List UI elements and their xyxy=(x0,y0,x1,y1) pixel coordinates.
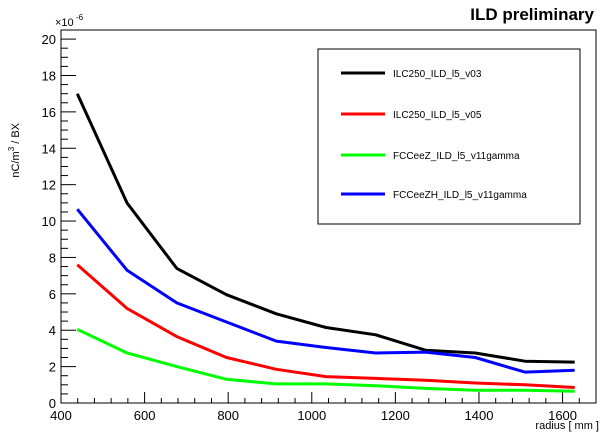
x-tick-label: 1600 xyxy=(548,408,577,423)
series-line-ILC250_ILD_l5_v05 xyxy=(76,263,575,389)
y-tick-label: 20 xyxy=(42,32,56,47)
y-axis-title-superscript: 3 xyxy=(7,146,16,151)
y-tick-label: 0 xyxy=(49,396,56,411)
legend-label: ILC250_ILD_l5_v03 xyxy=(393,69,482,80)
y-tick-label: 8 xyxy=(49,250,56,265)
y-tick-label: 12 xyxy=(42,178,56,193)
x-tick-label: 1400 xyxy=(465,408,494,423)
axes: 400 600 800 1000 1200 1400 1600 0 2 4 6 8 10 12 14 16 18… xyxy=(42,29,597,423)
y-axis-title: nC/m3 / BX xyxy=(7,122,22,177)
series-line-FCCeeZ_ILD_l5_v11gamma xyxy=(76,327,575,393)
x-tick-label: 800 xyxy=(217,408,239,423)
series-layer xyxy=(75,93,575,393)
legend-label: FCCeeZ_ILD_l5_v11gamma xyxy=(393,151,520,162)
x-tick-label: 1000 xyxy=(297,408,326,423)
legend-label: FCCeeZH_ILD_l5_v11gamma xyxy=(393,190,527,201)
chart-title: ILD preliminary xyxy=(470,5,594,24)
y-tick-label: 6 xyxy=(49,287,56,302)
y-multiplier-base: ×10 xyxy=(55,17,74,29)
y-axis-multiplier: ×10 -6 xyxy=(55,13,84,29)
series-line-FCCeeZH_ILD_l5_v11gamma xyxy=(76,208,575,374)
y-tick-label: 14 xyxy=(42,141,56,156)
legend-label: ILC250_ILD_l5_v05 xyxy=(393,110,482,121)
y-tick-label: 16 xyxy=(42,105,56,120)
y-axis-title-base: nC/m xyxy=(10,151,22,177)
y-axis-title-suffix: / BX xyxy=(10,122,22,147)
y-tick-label: 18 xyxy=(42,68,56,83)
y-multiplier-exponent: -6 xyxy=(76,13,84,22)
legend: ILC250_ILD_l5_v03 ILC250_ILD_l5_v05 FCCeeZ… xyxy=(317,48,581,225)
y-tick-label: 2 xyxy=(49,360,56,375)
y-tick-label: 4 xyxy=(49,323,56,338)
x-tick-label: 600 xyxy=(134,408,156,423)
x-axis-title: radius [ mm ] xyxy=(535,420,599,432)
x-tick-label: 1200 xyxy=(381,408,410,423)
series-line-ILC250_ILD_l5_v03 xyxy=(75,93,575,364)
y-tick-label: 10 xyxy=(42,214,56,229)
x-tick-label: 400 xyxy=(50,408,72,423)
